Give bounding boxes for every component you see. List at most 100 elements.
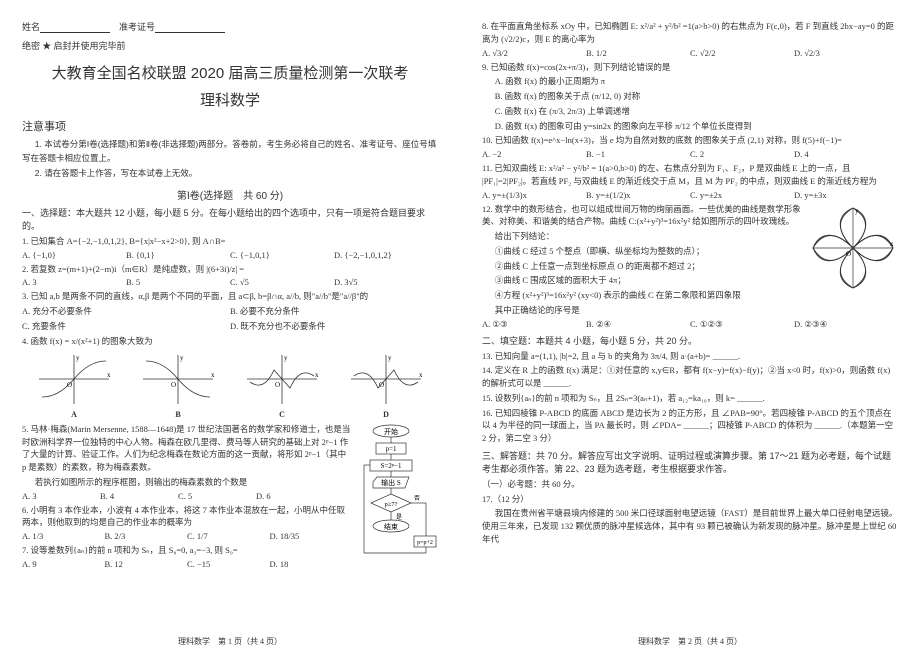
graph-B-label: B [138, 410, 218, 419]
flower-figure: x y O [808, 203, 898, 295]
q8-opts: A. √3/2 B. 1/2 C. √2/2 D. √2/3 [482, 48, 898, 58]
q12-D: D. ②③④ [794, 319, 898, 330]
q6-B: B. 2/3 [105, 531, 188, 541]
q1-A: A. {−1,0} [22, 250, 126, 260]
q2-C: C. √5 [230, 277, 334, 287]
q3-C: C. 充要条件 [22, 320, 230, 332]
q4-stem: 4. 函数 f(x) = x/(x²+1) 的图象大致为 [22, 335, 438, 348]
q3-D: D. 既不充分也不必要条件 [230, 320, 438, 332]
q2-stem: 2. 若复数 z=(m+1)+(2−m)i（m∈R）是纯虚数，则 |(6+3i)… [22, 263, 438, 276]
flow-start: 开始 [384, 427, 398, 436]
svg-text:x: x [419, 371, 423, 379]
q1-opts: A. {−1,0} B. {0,1} C. {−1,0,1} D. {−2,−1… [22, 250, 438, 260]
svg-text:O: O [379, 381, 384, 389]
q10-A: A. −2 [482, 149, 586, 159]
footer-2: 理科数学 第 2 页（共 4 页） [460, 636, 920, 647]
q2-A: A. 3 [22, 277, 126, 287]
q5-opts: A. 3 B. 4 C. 5 D. 6 [22, 491, 334, 501]
q10-C: C. 2 [690, 149, 794, 159]
svg-text:O: O [67, 381, 72, 389]
q8-A: A. √3/2 [482, 48, 586, 58]
q12-l5: 其中正确结论的序号是 [482, 304, 898, 317]
q3-opts: A. 充分不必要条件 B. 必要不充分条件 [22, 305, 438, 317]
q2-B: B. 5 [126, 277, 230, 287]
q15: 15. 设数列{aₙ}的前 n 项和为 Sₙ，且 2Sₙ=3(aₙ+1)，若 a… [482, 392, 898, 405]
notice-2: 2. 请在答题卡上作答，写在本试卷上无效。 [22, 167, 438, 181]
q6-D: D. 18/35 [270, 531, 353, 541]
q10-stem: 10. 已知函数 f(x)=e^x−ln(x+3)，当 e 均为自然对数的底数 … [482, 134, 898, 147]
svg-text:x: x [211, 371, 215, 379]
q11-A: A. y=±(1/3)x [482, 190, 586, 200]
graph-A: xyO A [34, 352, 114, 419]
flow-yes: 是 [396, 514, 402, 521]
q11-D: D. y=±3x [794, 190, 898, 200]
q10-B: B. −1 [586, 149, 690, 159]
svg-text:y: y [76, 354, 80, 362]
q3-stem: 3. 已知 a,b 是两条不同的直线，α,β 是两个不同的平面，且 a⊂β, b… [22, 290, 438, 303]
flow-proc: S=2ᵖ−1 [381, 462, 402, 470]
svg-text:O: O [171, 381, 176, 389]
flow-no: 否 [414, 495, 420, 502]
q7-opts: A. 9 B. 12 C. −15 D. 18 [22, 559, 352, 569]
q5-B: B. 4 [100, 491, 178, 501]
graph-A-svg: x y O [34, 352, 114, 407]
flow-init: p=1 [386, 445, 397, 453]
svg-text:x: x [107, 371, 111, 379]
svg-text:x: x [315, 371, 319, 379]
select-heading: 一、选择题：本大题共 12 小题，每小题 5 分。在每小题给出的四个选项中，只有… [22, 206, 438, 232]
q5-C: C. 5 [178, 491, 256, 501]
flow-out: 输出 S [381, 478, 401, 487]
q11-opts: A. y=±(1/3)x B. y=±(1/2)x C. y=±2x D. y=… [482, 190, 898, 200]
q10-D: D. 4 [794, 149, 898, 159]
q3-opts-2: C. 充要条件 D. 既不充分也不必要条件 [22, 320, 438, 332]
q7-B: B. 12 [105, 559, 188, 569]
q9-A: A. 函数 f(x) 的最小正周期为 π [482, 75, 898, 88]
q3-B: B. 必要不充分条件 [230, 305, 438, 317]
graph-D-svg: xyO [346, 352, 426, 407]
q14: 14. 定义在 R 上的函数 f(x) 满足：①对任意的 x,y∈R，都有 f(… [482, 364, 898, 390]
q1-D: D. {−2,−1,0,1,2} [334, 250, 438, 260]
examid-label: 准考证号 [119, 22, 155, 32]
footer-1: 理科数学 第 1 页（共 4 页） [0, 636, 460, 647]
q7-D: D. 18 [270, 559, 353, 569]
q2-opts: A. 3 B. 5 C. √5 D. 3√5 [22, 277, 438, 287]
q1-stem: 1. 已知集合 A={−2,−1,0,1,2}, B={x|x²−x+2>0},… [22, 235, 438, 248]
q17-num: 17.（12 分） [482, 493, 898, 506]
ans-sub: （一）必考题：共 60 分。 [482, 478, 898, 491]
ans-heading: 三、解答题：共 70 分。解答应写出文字说明、证明过程或演算步骤。第 17～21… [482, 449, 898, 475]
q1-C: C. {−1,0,1} [230, 250, 334, 260]
q8-stem: 8. 在平面直角坐标系 xOy 中，已知椭圆 E: x²/a² + y²/b² … [482, 20, 898, 46]
q13: 13. 已知向量 a=(1,1), |b|=2, 且 a 与 b 的夹角为 3π… [482, 350, 898, 363]
q12-B: B. ②④ [586, 319, 690, 330]
graph-C-label: C [242, 410, 322, 419]
examid-blank [155, 23, 225, 33]
notice-heading: 注意事项 [22, 118, 438, 134]
notice-1: 1. 本试卷分第Ⅰ卷(选择题)和第Ⅱ卷(非选择题)两部分。答卷前，考生务必将自己… [22, 138, 438, 165]
flowchart: 开始 p=1 S=2ᵖ−1 输出 S p≥7? 是 结束 否 p=p+2 [356, 423, 438, 560]
q8-D: D. √2/3 [794, 48, 898, 58]
flow-inc: p=p+2 [417, 540, 433, 546]
name-label: 姓名 [22, 22, 40, 32]
q8-B: B. 1/2 [586, 48, 690, 58]
q16: 16. 已知四棱锥 P-ABCD 的底面 ABCD 是边长为 2 的正方形，且 … [482, 407, 898, 445]
q11-C: C. y=±2x [690, 190, 794, 200]
svg-text:y: y [855, 207, 859, 215]
part1-title: 第Ⅰ卷(选择题 共 60 分) [22, 187, 438, 202]
graph-C: xyO C [242, 352, 322, 419]
svg-text:O: O [846, 250, 851, 258]
q17-text: 我国在贵州省平塘县境内修建的 500 米口径球面射电望远镜（FAST）是目前世界… [482, 507, 898, 545]
flow-cond: p≥7? [385, 501, 398, 508]
q6-opts: A. 1/3 B. 2/3 C. 1/7 D. 18/35 [22, 531, 352, 541]
graph-B: x y O B [138, 352, 218, 419]
q9-stem: 9. 已知函数 f(x)=cos(2x+π/3)，则下列结论错误的是 [482, 61, 898, 74]
svg-text:y: y [180, 354, 184, 362]
header-blanks: 姓名 准考证号 [22, 20, 438, 33]
q11-B: B. y=±(1/2)x [586, 190, 690, 200]
title-main: 大教育全国名校联盟 2020 届高三质量检测第一次联考 [22, 62, 438, 83]
svg-text:y: y [284, 354, 288, 362]
q6-A: A. 1/3 [22, 531, 105, 541]
q9-B: B. 函数 f(x) 的图象关于点 (π/12, 0) 对称 [482, 90, 898, 103]
svg-text:x: x [890, 240, 894, 248]
graph-C-svg: xyO [242, 352, 322, 407]
flow-end: 结束 [384, 522, 398, 531]
